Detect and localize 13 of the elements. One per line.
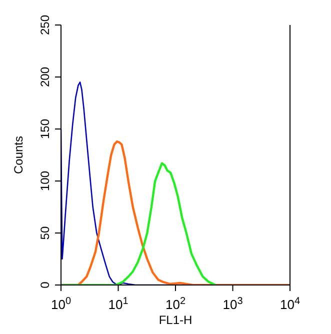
x-tick-label: 10$^{4}$ xyxy=(280,296,300,312)
x-axis-title: FL1-H xyxy=(158,313,192,327)
x-tick-label: 10$^{1}$ xyxy=(108,296,129,312)
y-tick-label: 200 xyxy=(38,66,52,88)
y-tick-label: 50 xyxy=(38,226,52,240)
y-tick-label: 0 xyxy=(38,281,52,288)
y-tick-label: 250 xyxy=(38,14,52,36)
y-axis-title: Counts xyxy=(11,136,26,174)
y-tick-label: 150 xyxy=(38,118,52,140)
y-tick-label: 100 xyxy=(38,170,52,192)
x-tick-label: 10$^{3}$ xyxy=(222,296,244,312)
x-tick-label: 10$^{2}$ xyxy=(165,296,186,312)
x-tick-label: 10$^{0}$ xyxy=(50,296,72,312)
